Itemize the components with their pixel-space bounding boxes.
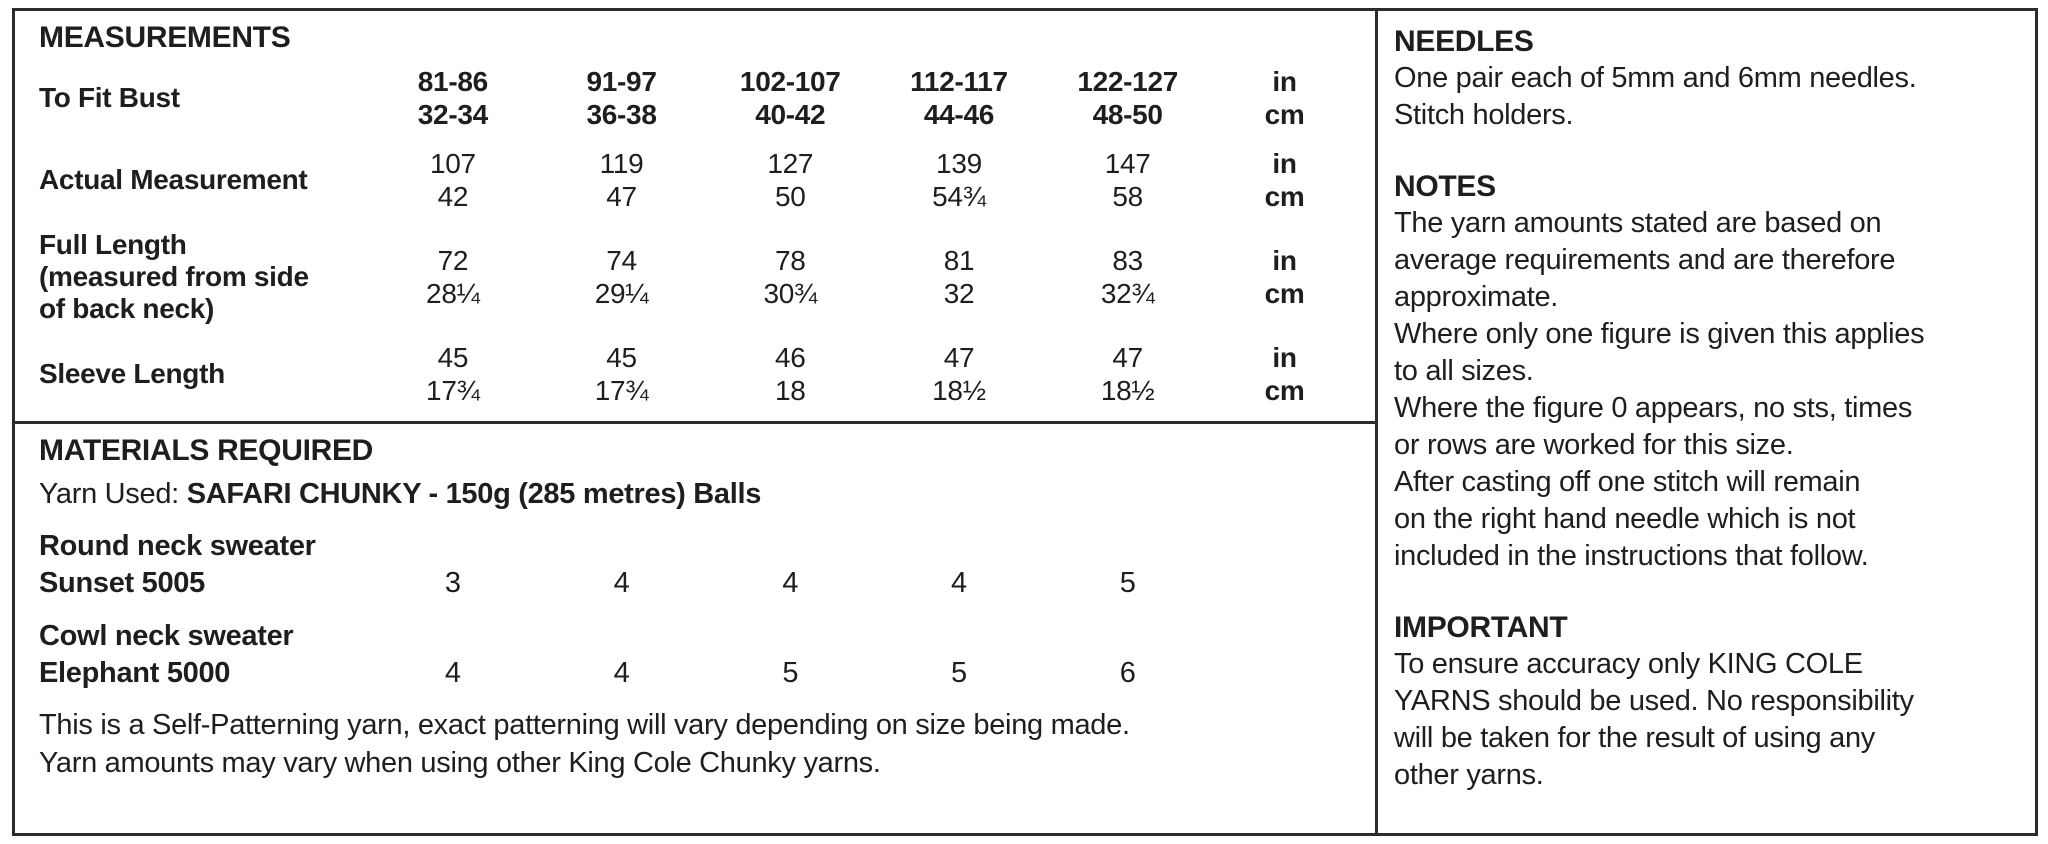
unit-cell: in cm bbox=[1264, 342, 1305, 406]
yarn-used-value: SAFARI CHUNKY - 150g (285 metres) Balls bbox=[186, 478, 762, 510]
yarn-item-row-round-neck: Round neck sweater Sunset 5005 3 4 4 4 5 bbox=[39, 528, 1357, 602]
needles-text: One pair each of 5mm and 6mm needles. St… bbox=[1394, 62, 1917, 131]
measurement-value-cell: 78 30¾ bbox=[763, 245, 818, 309]
section-spacer bbox=[1394, 575, 2017, 609]
measurement-value-cell: 122-127 48-50 bbox=[1077, 66, 1178, 130]
notes-paragraph: After casting off one stitch will remain… bbox=[1394, 466, 1869, 572]
measurement-row-sleeve-length: Sleeve Length 45 17¾ 45 17¾ 46 18 47 bbox=[39, 333, 1357, 415]
yarn-item-name: Cowl neck sweater Elephant 5000 bbox=[39, 620, 294, 689]
important-title: IMPORTANT bbox=[1394, 611, 1568, 644]
ball-count-cell: 5 bbox=[951, 657, 967, 689]
measurement-value-cell: 119 47 bbox=[599, 148, 644, 212]
ball-count-cell: 5 bbox=[1119, 567, 1136, 599]
ball-count-cell: 6 bbox=[1119, 657, 1136, 689]
self-patterning-note: This is a Self-Patterning yarn, exact pa… bbox=[39, 709, 1130, 779]
measurements-title: MEASUREMENTS bbox=[39, 21, 291, 54]
measurement-row-actual-measurement: Actual Measurement 107 42 119 47 127 50 bbox=[39, 139, 1357, 221]
measurements-table: To Fit Bust 81-86 32-34 91-97 36-38 102-… bbox=[39, 57, 1357, 415]
measurement-row-label: Sleeve Length bbox=[39, 358, 225, 389]
measurement-value-cell: 74 29¼ bbox=[594, 245, 649, 309]
measurement-row-label: Full Length (measured from side of back … bbox=[39, 229, 309, 324]
notes-title: NOTES bbox=[1394, 170, 1496, 203]
ball-count-cell: 4 bbox=[613, 657, 630, 689]
ball-count-cell: 3 bbox=[444, 567, 461, 599]
unit-cell: in cm bbox=[1264, 148, 1305, 212]
yarn-item-name: Round neck sweater Sunset 5005 bbox=[39, 530, 316, 599]
measurement-value-cell: 81 32 bbox=[943, 245, 975, 309]
materials-title: MATERIALS REQUIRED bbox=[39, 434, 374, 467]
materials-section: MATERIALS REQUIRED Yarn Used: SAFARI CHU… bbox=[15, 424, 1375, 833]
needles-section: NEEDLES One pair each of 5mm and 6mm nee… bbox=[1394, 23, 2017, 134]
notes-paragraph: Where the figure 0 appears, no sts, time… bbox=[1394, 392, 1913, 461]
yarn-used-label: Yarn Used: bbox=[39, 478, 187, 510]
measurement-value-cell: 47 18½ bbox=[932, 342, 986, 406]
ball-count-cell: 4 bbox=[444, 657, 461, 689]
measurement-value-cell: 45 17¾ bbox=[594, 342, 649, 406]
measurement-value-cell: 83 32¾ bbox=[1100, 245, 1155, 309]
unit-cell: in cm bbox=[1264, 66, 1305, 130]
important-text: To ensure accuracy only KING COLE YARNS … bbox=[1394, 648, 1914, 791]
ball-count-cell: 5 bbox=[782, 657, 799, 689]
measurement-value-cell: 127 50 bbox=[767, 148, 814, 212]
measurement-value-cell: 46 18 bbox=[774, 342, 806, 406]
ball-count-cell: 4 bbox=[951, 567, 967, 599]
measurement-row-label: To Fit Bust bbox=[39, 82, 180, 113]
measurement-value-cell: 72 28¼ bbox=[426, 245, 480, 309]
ball-count-cell: 4 bbox=[613, 567, 630, 599]
measurement-row-full-length: Full Length (measured from side of back … bbox=[39, 221, 1357, 333]
yarn-quantity-table: Round neck sweater Sunset 5005 3 4 4 4 5 bbox=[39, 528, 1357, 602]
notes-paragraph: The yarn amounts stated are based on ave… bbox=[1394, 207, 1896, 313]
measurement-value-cell: 107 42 bbox=[429, 148, 476, 212]
right-panel: NEEDLES One pair each of 5mm and 6mm nee… bbox=[1378, 8, 2038, 836]
section-spacer bbox=[1394, 134, 2017, 168]
notes-section: NOTES The yarn amounts stated are based … bbox=[1394, 168, 2017, 575]
measurement-value-cell: 102-107 40-42 bbox=[739, 66, 841, 130]
measurement-value-cell: 47 18½ bbox=[1100, 342, 1155, 406]
left-panel: MEASUREMENTS To Fit Bust 81-86 32-34 91-… bbox=[12, 8, 1378, 836]
pattern-sheet: MEASUREMENTS To Fit Bust 81-86 32-34 91-… bbox=[12, 8, 2038, 836]
measurement-value-cell: 139 54¾ bbox=[932, 148, 986, 212]
important-section: IMPORTANT To ensure accuracy only KING C… bbox=[1394, 609, 2017, 794]
measurement-value-cell: 81-86 32-34 bbox=[417, 66, 488, 130]
measurement-value-cell: 147 58 bbox=[1104, 148, 1151, 212]
measurement-value-cell: 45 17¾ bbox=[426, 342, 480, 406]
measurements-section: MEASUREMENTS To Fit Bust 81-86 32-34 91-… bbox=[15, 11, 1375, 424]
yarn-quantity-table: Cowl neck sweater Elephant 5000 4 4 5 5 … bbox=[39, 618, 1357, 692]
yarn-used-line: Yarn Used: SAFARI CHUNKY - 150g (285 met… bbox=[39, 476, 1357, 512]
measurement-row-label: Actual Measurement bbox=[39, 164, 308, 195]
ball-count-cell: 4 bbox=[782, 567, 799, 599]
notes-paragraph: Where only one figure is given this appl… bbox=[1394, 318, 1925, 387]
unit-cell: in cm bbox=[1264, 245, 1305, 309]
yarn-item-row-cowl-neck: Cowl neck sweater Elephant 5000 4 4 5 5 … bbox=[39, 618, 1357, 692]
measurement-value-cell: 91-97 36-38 bbox=[586, 66, 657, 130]
measurement-value-cell: 112-117 44-46 bbox=[910, 66, 1008, 130]
measurement-row-to-fit-bust: To Fit Bust 81-86 32-34 91-97 36-38 102-… bbox=[39, 57, 1357, 139]
needles-title: NEEDLES bbox=[1394, 25, 1534, 58]
